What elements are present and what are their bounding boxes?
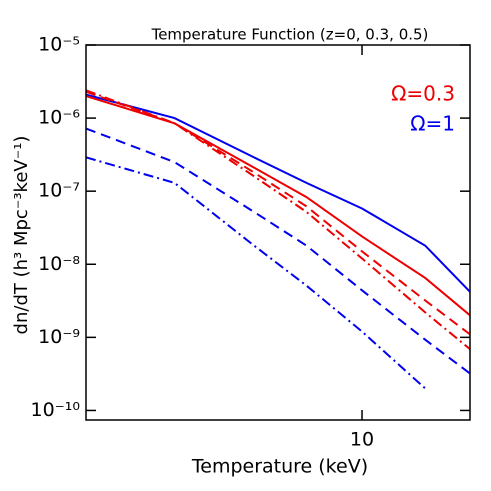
y-tick-label: 10⁻⁹ [38,326,80,348]
series-line [86,90,470,336]
x-axis-label: Temperature (keV) [191,456,368,478]
plot-frame [85,44,471,421]
legend-label: Ω=1 [410,112,455,136]
y-tick-label: 10⁻⁷ [38,180,80,202]
series-line [86,89,470,350]
series-line [86,156,426,390]
series-line [86,93,470,293]
plot-lines [86,89,470,390]
y-tick-label: 10⁻⁶ [38,107,80,129]
legend-label: Ω=0.3 [391,82,455,106]
y-tick-label: 10⁻¹⁰ [31,399,80,421]
y-tick-label: 10⁻⁸ [38,253,80,275]
x-tick-label: 10 [350,429,374,451]
chart-title: Temperature Function (z=0, 0.3, 0.5) [151,26,429,44]
series-line [86,127,470,375]
y-tick-label: 10⁻⁵ [38,34,80,56]
y-axis-label: dn/dT (h³ Mpc⁻³keV⁻¹) [11,136,32,335]
